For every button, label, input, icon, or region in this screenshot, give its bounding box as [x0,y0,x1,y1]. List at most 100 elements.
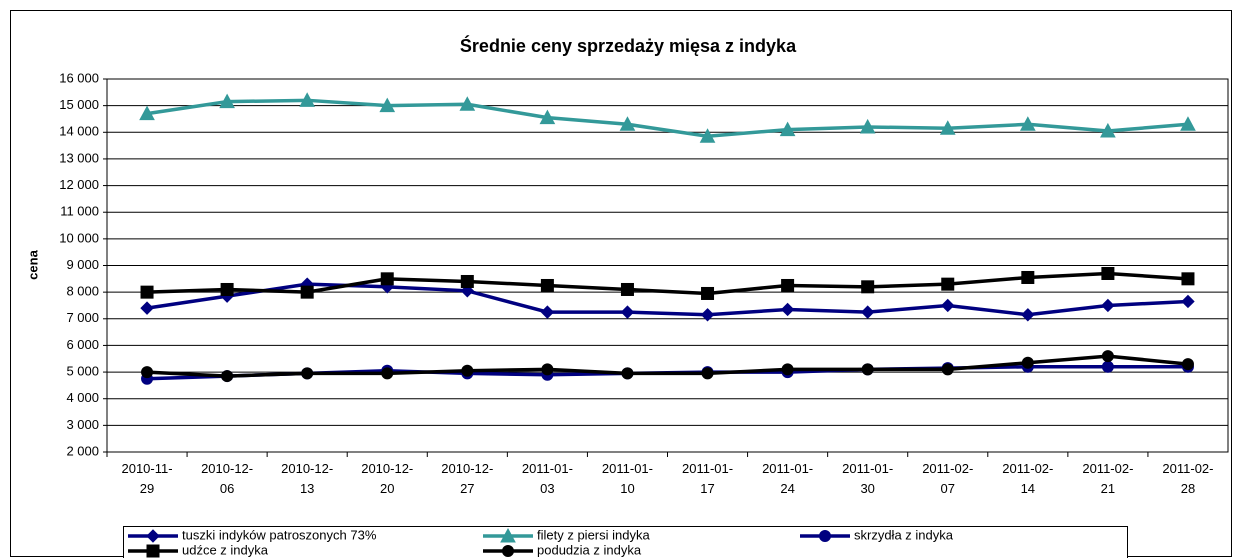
y-axis-label: cena [25,249,40,279]
data-point [620,282,634,296]
x-tick-label-part: 29 [140,481,154,496]
y-tick-label: 8 000 [66,284,99,299]
data-point [621,367,634,380]
x-tick-label-part: 2011-01- [682,461,733,476]
data-point [300,285,314,299]
legend-marker [146,529,160,543]
x-tick-label-part: 10 [620,481,634,496]
y-tick-label: 4 000 [66,390,99,405]
data-point [220,282,234,296]
x-tick-label-part: 2010-12- [281,461,333,476]
y-tick-label: 3 000 [66,417,99,432]
data-point [539,109,556,125]
data-point [781,363,794,376]
legend [123,526,1128,558]
legend-label: tuszki indyków patroszonych 73% [182,527,377,542]
x-tick-label: 2011-01- 10 [602,461,653,496]
legend-label: udźce z indyka [182,542,269,557]
data-point [620,305,635,319]
y-tick-label: 5 000 [66,364,99,379]
data-point [701,286,715,300]
data-point [619,116,636,131]
data-point [780,302,795,317]
x-tick-label: 2011-01- 24 [762,461,813,496]
legend-label: skrzydła z indyka [854,527,954,542]
data-point [140,301,154,315]
data-point [460,274,474,288]
data-point [461,364,474,377]
series-line [146,282,1189,317]
data-point [540,278,554,292]
chart-title: Średnie ceny sprzedaży mięsa z indyka [460,35,797,56]
x-tick-label: 2011-01- 17 [682,461,733,496]
x-tick-label-part: 06 [220,481,234,496]
x-tick-label: 2011-02- 28 [1162,461,1213,496]
data-point [701,367,714,380]
y-tick-label: 10 000 [59,230,99,245]
x-tick-label-part: 21 [1101,481,1115,496]
x-tick-label: 2011-02- 07 [922,461,973,496]
x-tick-label-part: 2011-02- [1082,461,1133,476]
x-tick-label: 2010-12- 13 [281,461,333,496]
x-tick-label-part: 2010-12- [361,461,413,476]
x-tick-label-part: 2010-12- [201,461,253,476]
data-point [939,120,956,135]
x-tick-label-part: 2011-01- [602,461,653,476]
data-point [380,272,394,286]
data-point [861,280,875,294]
data-point [941,298,955,313]
x-tick-label-part: 17 [700,481,714,496]
legend-marker [819,530,831,542]
x-tick-label: 2011-01- 30 [842,461,893,496]
data-point [859,118,876,134]
data-point [781,278,795,292]
data-point [1101,350,1114,363]
data-point [1101,360,1114,373]
data-point [860,305,875,319]
data-point [699,128,716,143]
data-point [381,367,394,380]
x-tick-label: 2011-01- 03 [522,461,573,496]
data-point [1021,308,1035,322]
x-tick-label: 2010-12- 06 [201,461,253,496]
legend-label: podudzia z indyka [537,542,642,557]
data-point [140,285,154,299]
data-point [779,121,796,137]
x-tick-label-part: 2010-12- [441,461,493,476]
x-tick-label: 2010-12- 27 [441,461,493,496]
data-point [221,370,234,383]
x-tick-label-part: 2011-01- [842,461,893,476]
data-point [541,363,554,376]
x-tick-label-part: 2010-11- [121,461,172,476]
data-point [1021,356,1034,369]
x-tick-label: 2011-02- 14 [1002,461,1053,496]
x-tick-label-part: 28 [1181,481,1195,496]
data-point [1101,266,1115,280]
data-point [540,305,555,319]
y-tick-label: 12 000 [59,177,99,192]
x-tick-label-part: 2011-02- [1162,461,1213,476]
data-point [1100,122,1116,138]
data-point [459,96,476,111]
x-tick-label-part: 30 [860,481,874,496]
x-tick-label-part: 07 [941,481,955,496]
data-point [1021,270,1035,284]
data-point [861,363,874,376]
x-tick-label-part: 2011-01- [762,461,813,476]
y-tick-label: 14 000 [59,124,99,139]
x-tick-label: 2010-12- 20 [361,461,413,496]
y-tick-label: 9 000 [66,257,99,272]
x-tick-label-part: 03 [540,481,554,496]
data-point [1101,298,1115,313]
x-tick-label: 2010-11- 29 [121,461,172,496]
x-tick-label: 2011-02- 21 [1082,461,1133,496]
data-point [1181,358,1194,371]
y-tick-label: 16 000 [59,70,99,85]
y-tick-label: 7 000 [66,310,99,325]
data-point [700,308,715,322]
legend-marker [500,527,516,543]
y-tick-label: 2 000 [66,443,99,458]
y-tick-label: 13 000 [59,150,99,165]
data-point [379,97,396,113]
